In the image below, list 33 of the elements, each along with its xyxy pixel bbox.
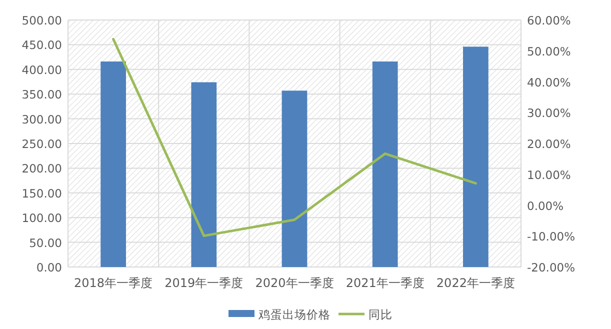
y2-tick-label: 40.00% <box>527 75 571 90</box>
y2-tick-label: 20.00% <box>527 137 571 151</box>
y-tick-label: 350.00 <box>22 88 62 102</box>
y-tick-label: 50.00 <box>29 236 62 250</box>
y-tick-label: 250.00 <box>22 137 62 151</box>
bar <box>463 46 488 267</box>
y2-tick-label: 50.00% <box>527 44 571 58</box>
x-tick-label: 2018年一季度 <box>74 276 153 290</box>
y-tick-label: 100.00 <box>22 211 62 226</box>
x-tick-label: 2021年一季度 <box>346 276 424 290</box>
line-series <box>112 38 477 238</box>
x-tick-label: 2022年一季度 <box>436 276 515 290</box>
x-tick-label: 2019年一季度 <box>164 276 244 290</box>
bar <box>100 61 126 267</box>
bar <box>282 90 308 267</box>
y-tick-label: 450.00 <box>22 38 62 52</box>
y-tick-label: 500.00 <box>22 14 62 28</box>
y-tick-label: 400.00 <box>22 62 62 77</box>
y2-tick-label: -10.00% <box>527 230 576 244</box>
y2-tick-label: -20.00% <box>527 260 576 274</box>
y-tick-label: 150.00 <box>22 186 62 200</box>
y-tick-label: 300.00 <box>22 112 62 126</box>
y-tick-label: 200.00 <box>22 162 62 176</box>
legend-label: 同比 <box>368 308 392 322</box>
y-tick-label: 0.00 <box>36 260 62 274</box>
legend-label: 鸡蛋出场价格 <box>258 308 330 322</box>
bar <box>372 61 398 267</box>
x-tick-label: 2020年一季度 <box>255 276 334 290</box>
y2-tick-label: 60.00% <box>527 14 571 28</box>
bar <box>191 82 217 267</box>
y2-tick-label: 10.00% <box>527 168 571 182</box>
y2-tick-label: 30.00% <box>527 106 571 120</box>
y2-tick-label: 0.00% <box>527 198 564 213</box>
